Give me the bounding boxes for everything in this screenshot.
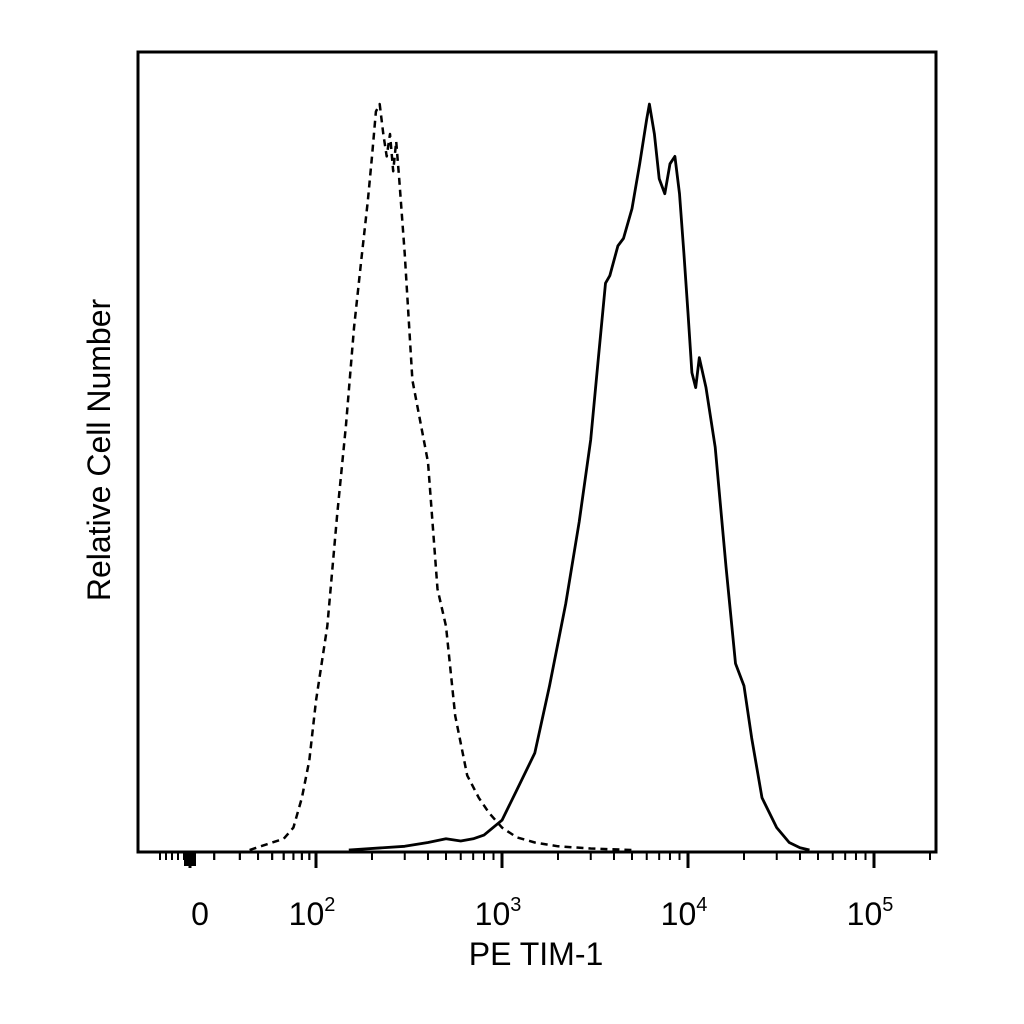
x-tick-label: 104 xyxy=(661,894,708,932)
x-tick-label: 105 xyxy=(847,894,894,932)
zero-tick-cluster xyxy=(184,852,196,866)
series-solid-curve xyxy=(348,102,810,852)
series-layer xyxy=(249,102,810,852)
x-axis-label: PE TIM-1 xyxy=(469,936,604,972)
y-axis-label: Relative Cell Number xyxy=(81,298,117,601)
series-dashed-curve xyxy=(249,102,633,852)
x-tick-label: 0 xyxy=(191,896,209,932)
x-tick-exponent: 2 xyxy=(324,894,335,916)
plot-frame xyxy=(136,50,938,854)
x-tick-exponent: 5 xyxy=(882,894,893,916)
x-tick-exponent: 3 xyxy=(510,894,521,916)
x-tick-label: 103 xyxy=(475,894,522,932)
x-axis-major-ticks xyxy=(184,852,876,868)
x-tick-label: 102 xyxy=(289,894,336,932)
x-tick-exponent: 4 xyxy=(696,894,707,916)
x-axis-tick-labels: 0 102 103 104 105 xyxy=(191,894,893,932)
